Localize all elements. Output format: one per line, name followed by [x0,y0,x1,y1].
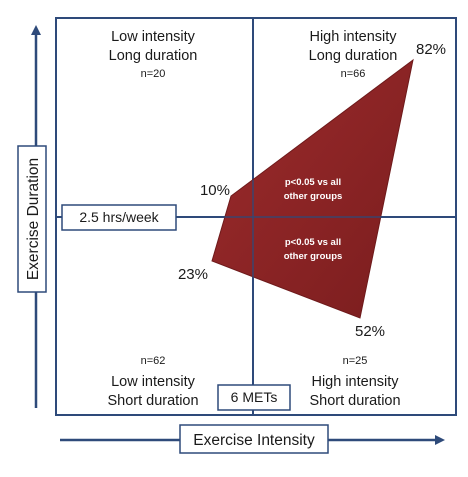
duration-threshold-box: 2.5 hrs/week [61,204,177,231]
x-axis-title-box: Exercise Intensity [179,424,329,454]
top-right-line2: Long duration [309,48,398,64]
y-axis-title-box: Exercise Duration [17,145,47,293]
sig-lower-line2: other groups [284,251,343,262]
bottom-left-line1: Low intensity [111,374,196,390]
top-left-line1: Low intensity [111,29,196,45]
sig-upper-line1: p<0.05 vs all [285,177,341,188]
bottom-right-line1: High intensity [311,374,399,390]
vertex-label-bottom: 52% [355,323,385,340]
sig-lower-line1: p<0.05 vs all [285,237,341,248]
top-left-n: n=20 [141,68,166,80]
intensity-threshold-label: 6 METs [231,389,278,405]
vertex-label-left-lower: 23% [178,266,208,283]
y-axis-title: Exercise Duration [25,158,42,280]
sig-upper-line2: other groups [284,191,343,202]
bottom-left-line2: Short duration [107,393,198,409]
intensity-threshold-box: 6 METs [217,384,291,411]
bottom-right-n: n=25 [343,355,368,367]
x-axis-title: Exercise Intensity [193,432,315,449]
top-left-line2: Long duration [109,48,198,64]
vertex-label-top-right: 82% [416,41,446,58]
vertex-label-left-upper: 10% [200,182,230,199]
bottom-right-line2: Short duration [309,393,400,409]
bottom-left-n: n=62 [141,355,166,367]
top-right-n: n=66 [341,68,366,80]
intensity-duration-polygon [211,58,414,319]
duration-threshold-label: 2.5 hrs/week [79,209,159,225]
top-right-line1: High intensity [309,29,397,45]
